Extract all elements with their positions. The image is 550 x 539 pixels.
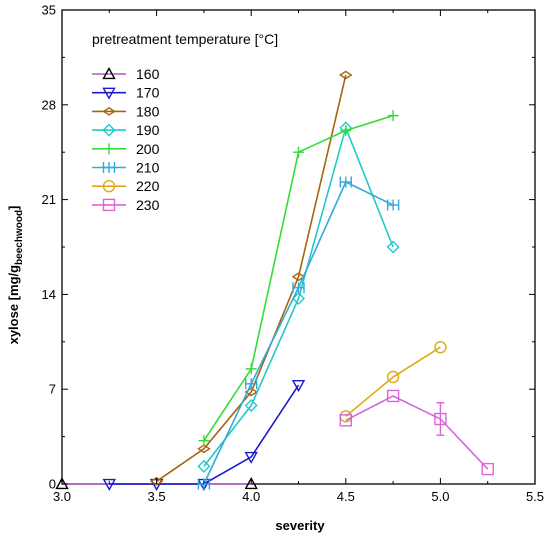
data-point-marker: [197, 444, 211, 454]
legend-title: pretreatment temperature [°C]: [92, 31, 278, 47]
legend-item-230: 230: [92, 197, 160, 213]
x-axis-title: severity: [275, 518, 325, 533]
legend-label: 190: [136, 122, 160, 138]
legend-item-190: 190: [92, 122, 160, 138]
data-point-marker: [103, 143, 115, 155]
series-170: [102, 380, 306, 491]
y-axis-title-main: xylose [mg/g: [6, 265, 21, 345]
axis-ticks: 3.0 3.5 4.0 4.5 5.0 5.5 0 7 14 21 28 35: [42, 3, 545, 505]
data-point-marker: [434, 412, 447, 426]
series-line: [109, 384, 300, 485]
plot-area: [61, 9, 536, 485]
data-point-marker: [102, 162, 116, 173]
x-tick-label: 3.5: [148, 489, 166, 504]
data-point-marker: [386, 240, 400, 254]
series-line: [345, 346, 441, 417]
x-tick-label: 3.0: [53, 489, 71, 504]
legend-item-210: 210: [92, 160, 160, 176]
series-210: [197, 176, 400, 490]
data-point-marker: [245, 378, 258, 390]
data-point-marker: [102, 67, 116, 80]
legend-label: 220: [136, 178, 160, 194]
legend-label: 160: [136, 66, 160, 82]
series-180: [149, 70, 353, 486]
y-axis-title-end: ]: [6, 206, 21, 210]
data-point-marker: [102, 179, 116, 193]
data-point-marker: [339, 70, 353, 80]
data-point-marker: [339, 414, 352, 427]
y-tick-label: 14: [42, 287, 56, 302]
y-tick-label: 28: [42, 97, 56, 112]
y-tick-label: 35: [42, 3, 56, 18]
data-point-marker: [386, 389, 400, 403]
legend-label: 230: [136, 197, 160, 213]
data-point-marker: [291, 380, 306, 393]
data-point-marker: [102, 106, 116, 116]
series-layer: [55, 70, 494, 491]
y-tick-label: 0: [49, 477, 56, 492]
x-tick-label: 4.5: [337, 489, 355, 504]
data-point-marker: [340, 125, 352, 137]
legend-item-170: 170: [92, 85, 160, 101]
data-point-marker: [481, 462, 494, 476]
legend-item-220: 220: [92, 178, 160, 194]
data-point-marker: [198, 435, 210, 447]
data-point-marker: [244, 451, 258, 464]
x-tick-label: 5.5: [526, 489, 544, 504]
series-220: [339, 341, 447, 423]
data-point-marker: [434, 341, 447, 354]
data-point-marker: [293, 146, 304, 158]
data-point-marker: [149, 476, 164, 486]
data-point-marker: [102, 198, 116, 212]
legend-item-180: 180: [92, 103, 160, 119]
data-point-marker: [386, 370, 400, 384]
data-point-marker: [102, 123, 116, 137]
legend-label: 170: [136, 85, 160, 101]
series-line: [156, 74, 347, 482]
data-point-marker: [387, 110, 399, 122]
data-point-marker: [102, 87, 116, 100]
legend-label: 200: [136, 141, 160, 157]
data-point-marker: [292, 282, 305, 294]
x-tick-label: 4.0: [242, 489, 260, 504]
data-point-marker: [102, 478, 116, 491]
y-tick-label: 7: [49, 382, 56, 397]
series-230: [339, 389, 494, 476]
data-point-marker: [244, 398, 258, 412]
data-point-marker: [55, 477, 69, 490]
data-point-marker: [197, 459, 211, 473]
y-axis-title: xylose [mg/gbeechwood]: [6, 206, 25, 345]
series-line: [345, 395, 489, 470]
plot-frame: [61, 9, 536, 485]
data-point-marker: [339, 176, 352, 188]
data-point-marker: [244, 477, 258, 490]
legend: pretreatment temperature [°C] 160 170 180 1…: [92, 31, 278, 213]
data-point-marker: [245, 363, 257, 375]
y-tick-label: 21: [42, 192, 56, 207]
legend-label: 180: [136, 103, 160, 119]
legend-label: 210: [136, 160, 160, 176]
series-line: [203, 180, 394, 485]
series-200: [198, 110, 399, 447]
x-tick-label: 5.0: [431, 489, 449, 504]
legend-item-200: 200: [92, 141, 160, 157]
series-line: [203, 125, 394, 467]
data-point-marker: [386, 199, 400, 211]
y-axis-title-sub: beechwood: [14, 210, 25, 265]
legend-item-160: 160: [92, 66, 160, 82]
